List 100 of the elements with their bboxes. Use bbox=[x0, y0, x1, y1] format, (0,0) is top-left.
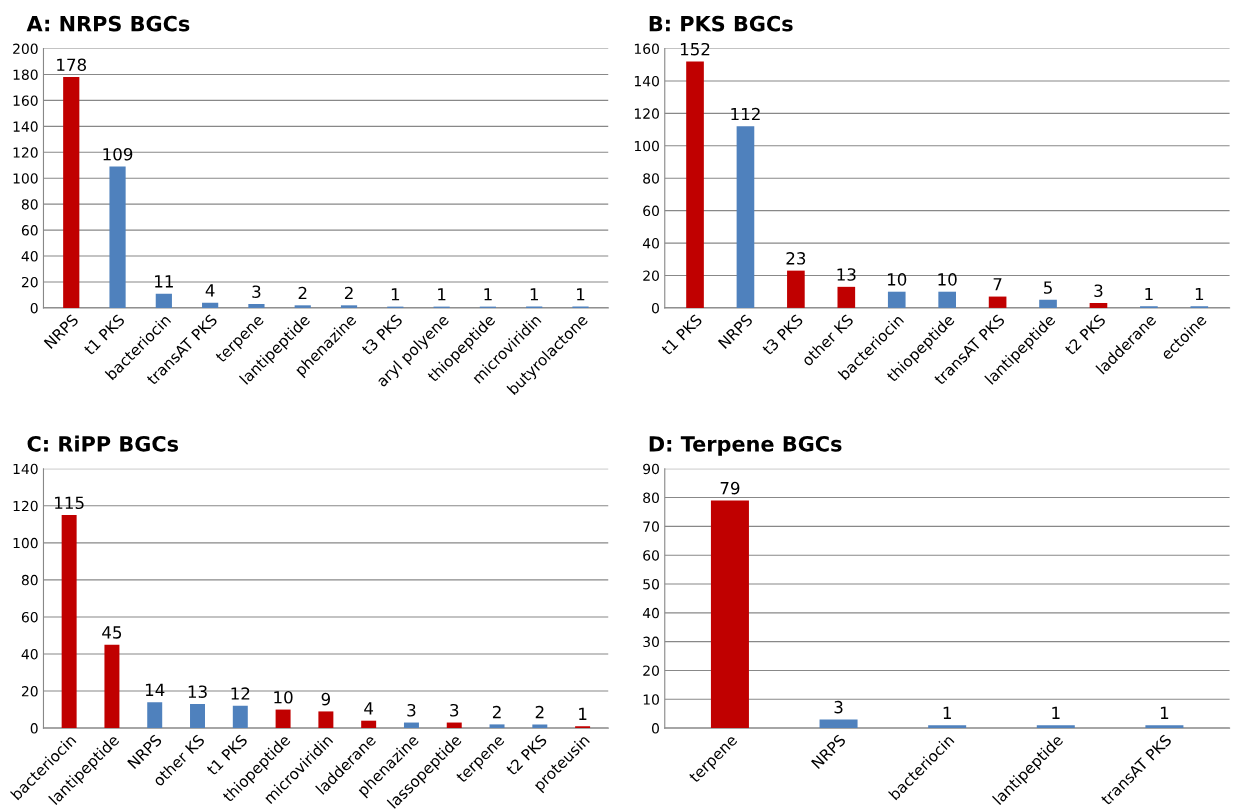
bar bbox=[489, 724, 505, 729]
bar bbox=[1036, 725, 1075, 729]
y-tick-label: 160 bbox=[13, 95, 38, 106]
data-label: 1 bbox=[579, 707, 587, 720]
bar bbox=[232, 705, 248, 729]
bar bbox=[63, 77, 80, 308]
data-label: 178 bbox=[57, 58, 87, 72]
bar bbox=[446, 722, 462, 729]
chart-title: B: PKS BGCs bbox=[649, 15, 793, 32]
chart-title: C: RiPP BGCs bbox=[27, 435, 179, 452]
data-label: 112 bbox=[731, 107, 760, 121]
bar bbox=[155, 293, 172, 308]
data-label: 1 bbox=[391, 288, 400, 301]
chart-title: A: NRPS BGCs bbox=[26, 15, 190, 32]
y-tick-label: 200 bbox=[13, 43, 38, 55]
data-label: 12 bbox=[231, 687, 250, 700]
y-tick-label: 160 bbox=[634, 43, 659, 55]
data-label: 1 bbox=[484, 288, 492, 301]
y-tick-label: 80 bbox=[21, 199, 38, 210]
data-label: 3 bbox=[450, 703, 459, 717]
y-tick-label: 0 bbox=[30, 302, 38, 314]
data-label: 10 bbox=[938, 273, 957, 286]
bar bbox=[1145, 725, 1184, 729]
data-label: 2 bbox=[298, 286, 307, 300]
bar bbox=[938, 291, 956, 308]
y-tick-label: 0 bbox=[30, 723, 38, 734]
y-tick-label: 100 bbox=[13, 537, 38, 549]
bar bbox=[819, 719, 858, 729]
data-label: 1 bbox=[1145, 287, 1153, 301]
y-tick-label: 120 bbox=[13, 147, 38, 158]
data-label: 45 bbox=[102, 626, 122, 639]
y-tick-label: 40 bbox=[21, 648, 38, 660]
data-label: 1 bbox=[1160, 706, 1169, 719]
data-label: 79 bbox=[720, 481, 740, 495]
data-label: 14 bbox=[145, 683, 165, 696]
y-tick-label: 20 bbox=[21, 276, 38, 288]
y-tick-label: 20 bbox=[643, 270, 659, 281]
y-tick-label: 0 bbox=[651, 302, 659, 314]
data-label: 1 bbox=[1195, 287, 1204, 301]
bar bbox=[403, 722, 419, 729]
y-tick-label: 80 bbox=[21, 574, 38, 586]
bar bbox=[147, 702, 163, 729]
y-tick-label: 100 bbox=[13, 173, 38, 184]
y-tick-label: 120 bbox=[634, 108, 659, 119]
y-tick-label: 90 bbox=[643, 463, 659, 475]
bar bbox=[61, 515, 77, 729]
bar bbox=[1039, 299, 1057, 308]
y-tick-label: 50 bbox=[643, 578, 659, 590]
y-tick-label: 10 bbox=[643, 694, 659, 705]
data-label: 1 bbox=[577, 288, 585, 301]
y-tick-label: 60 bbox=[643, 550, 659, 561]
data-label: 2 bbox=[535, 705, 544, 719]
y-tick-label: 20 bbox=[21, 686, 38, 697]
bar bbox=[1089, 303, 1108, 308]
data-label: 152 bbox=[680, 42, 710, 56]
y-tick-label: 40 bbox=[642, 607, 659, 619]
data-label: 2 bbox=[344, 286, 353, 300]
data-label: 10 bbox=[887, 273, 907, 286]
bar bbox=[294, 305, 311, 308]
data-label: 11 bbox=[155, 275, 173, 288]
bar bbox=[787, 270, 805, 308]
data-label: 9 bbox=[321, 692, 331, 706]
bar bbox=[736, 126, 755, 308]
data-label: 1 bbox=[943, 706, 951, 719]
bar bbox=[887, 291, 906, 308]
data-label: 3 bbox=[252, 285, 261, 299]
y-tick-label: 140 bbox=[634, 75, 659, 87]
bar bbox=[361, 720, 377, 729]
y-tick-label: 120 bbox=[13, 500, 38, 512]
data-label: 13 bbox=[837, 268, 856, 281]
bar bbox=[104, 644, 120, 729]
data-label: 3 bbox=[407, 703, 416, 717]
data-label: 23 bbox=[786, 252, 806, 265]
data-label: 1 bbox=[438, 288, 446, 301]
y-tick-label: 40 bbox=[21, 251, 38, 262]
bar bbox=[710, 500, 749, 729]
y-tick-label: 60 bbox=[21, 225, 38, 236]
y-tick-label: 180 bbox=[13, 69, 38, 80]
y-tick-label: 0 bbox=[651, 723, 659, 734]
y-tick-label: 140 bbox=[13, 121, 38, 132]
bar bbox=[340, 305, 358, 308]
data-label: 10 bbox=[274, 690, 293, 704]
bar bbox=[837, 286, 856, 308]
data-label: 5 bbox=[1044, 281, 1052, 294]
bar bbox=[318, 711, 334, 729]
data-label: 4 bbox=[364, 702, 374, 715]
y-tick-label: 70 bbox=[643, 521, 659, 532]
data-label: 3 bbox=[1094, 284, 1103, 298]
y-tick-label: 40 bbox=[642, 238, 659, 249]
y-tick-label: 60 bbox=[21, 611, 38, 623]
bar bbox=[532, 724, 548, 729]
y-tick-label: 80 bbox=[643, 492, 659, 504]
y-tick-label: 80 bbox=[643, 173, 659, 184]
bar bbox=[248, 304, 265, 308]
bar bbox=[988, 296, 1007, 308]
bar bbox=[109, 166, 126, 308]
y-tick-label: 60 bbox=[643, 205, 659, 217]
data-label: 3 bbox=[834, 700, 843, 714]
bar bbox=[275, 709, 291, 729]
y-tick-label: 140 bbox=[13, 463, 38, 475]
